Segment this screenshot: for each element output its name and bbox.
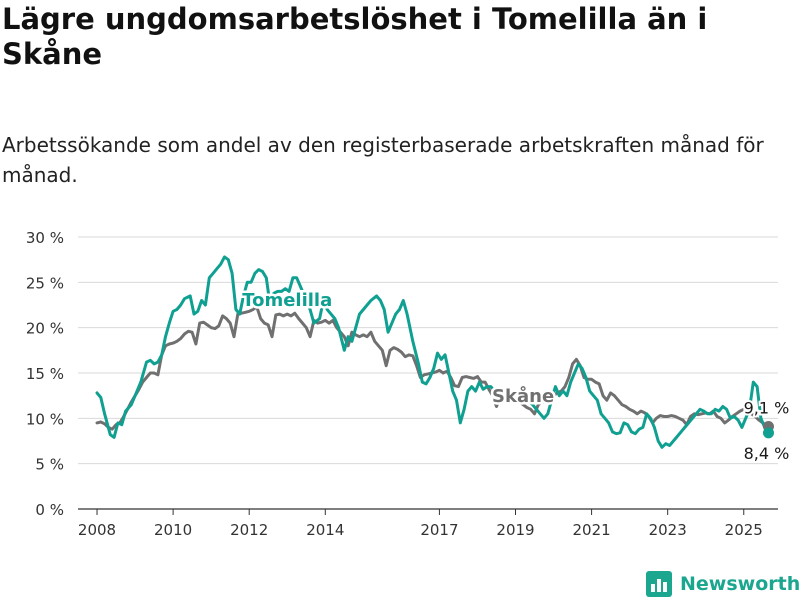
y-axis-ticks: 0 % 5 % 10 % 15 % 20 % 25 % 30 %	[26, 229, 64, 519]
y-tick-label: 25 %	[26, 274, 64, 292]
brand-label: Newsworthy	[680, 573, 800, 595]
skane-end-value-label: 9,1 %	[744, 398, 790, 417]
chart-title: Lägre ungdomsarbetslöshet i Tomelilla än…	[2, 2, 708, 71]
x-tick-label: 2008	[78, 521, 116, 539]
series-lines	[95, 255, 774, 449]
y-tick-label: 20 %	[26, 320, 64, 338]
x-tick-label: 2010	[154, 521, 192, 539]
newsworthy-logo-icon	[646, 571, 672, 597]
y-tick-label: 10 %	[26, 410, 64, 428]
y-tick-label: 0 %	[35, 501, 64, 519]
y-tick-label: 15 %	[26, 365, 64, 383]
chart-subtitle: Arbetssökande som andel av den registerb…	[2, 133, 764, 187]
newsworthy-brand: Newsworthy	[646, 569, 800, 599]
x-tick-label: 2019	[496, 521, 534, 539]
series-label-tomelilla: Tomelilla	[242, 290, 332, 311]
x-tick-label: 2023	[649, 521, 687, 539]
series-label-skane: Skåne	[492, 385, 554, 407]
x-tick-label: 2025	[725, 521, 763, 539]
line-chart: 0 %5 %10 %15 %20 %25 %30 % 2008 2010 2012 2…	[26, 229, 792, 539]
y-tick-label: 5 %	[35, 456, 64, 474]
tomelilla-end-dot	[762, 427, 774, 439]
x-tick-label: 2012	[230, 521, 268, 539]
x-axis: 2008 2010 2012 2014 2017 2019 2021 2023 2025	[78, 508, 778, 539]
series-line-tomelilla	[95, 255, 770, 449]
gridlines	[78, 236, 778, 465]
x-tick-label: 2017	[420, 521, 458, 539]
x-tick-label: 2021	[572, 521, 610, 539]
y-tick-label: 30 %	[26, 229, 64, 247]
tomelilla-end-value-label: 8,4 %	[744, 444, 790, 463]
x-tick-label: 2014	[306, 521, 344, 539]
chart-labels: 9,1 % 8,4 % Tomelilla Skåne	[240, 287, 792, 464]
